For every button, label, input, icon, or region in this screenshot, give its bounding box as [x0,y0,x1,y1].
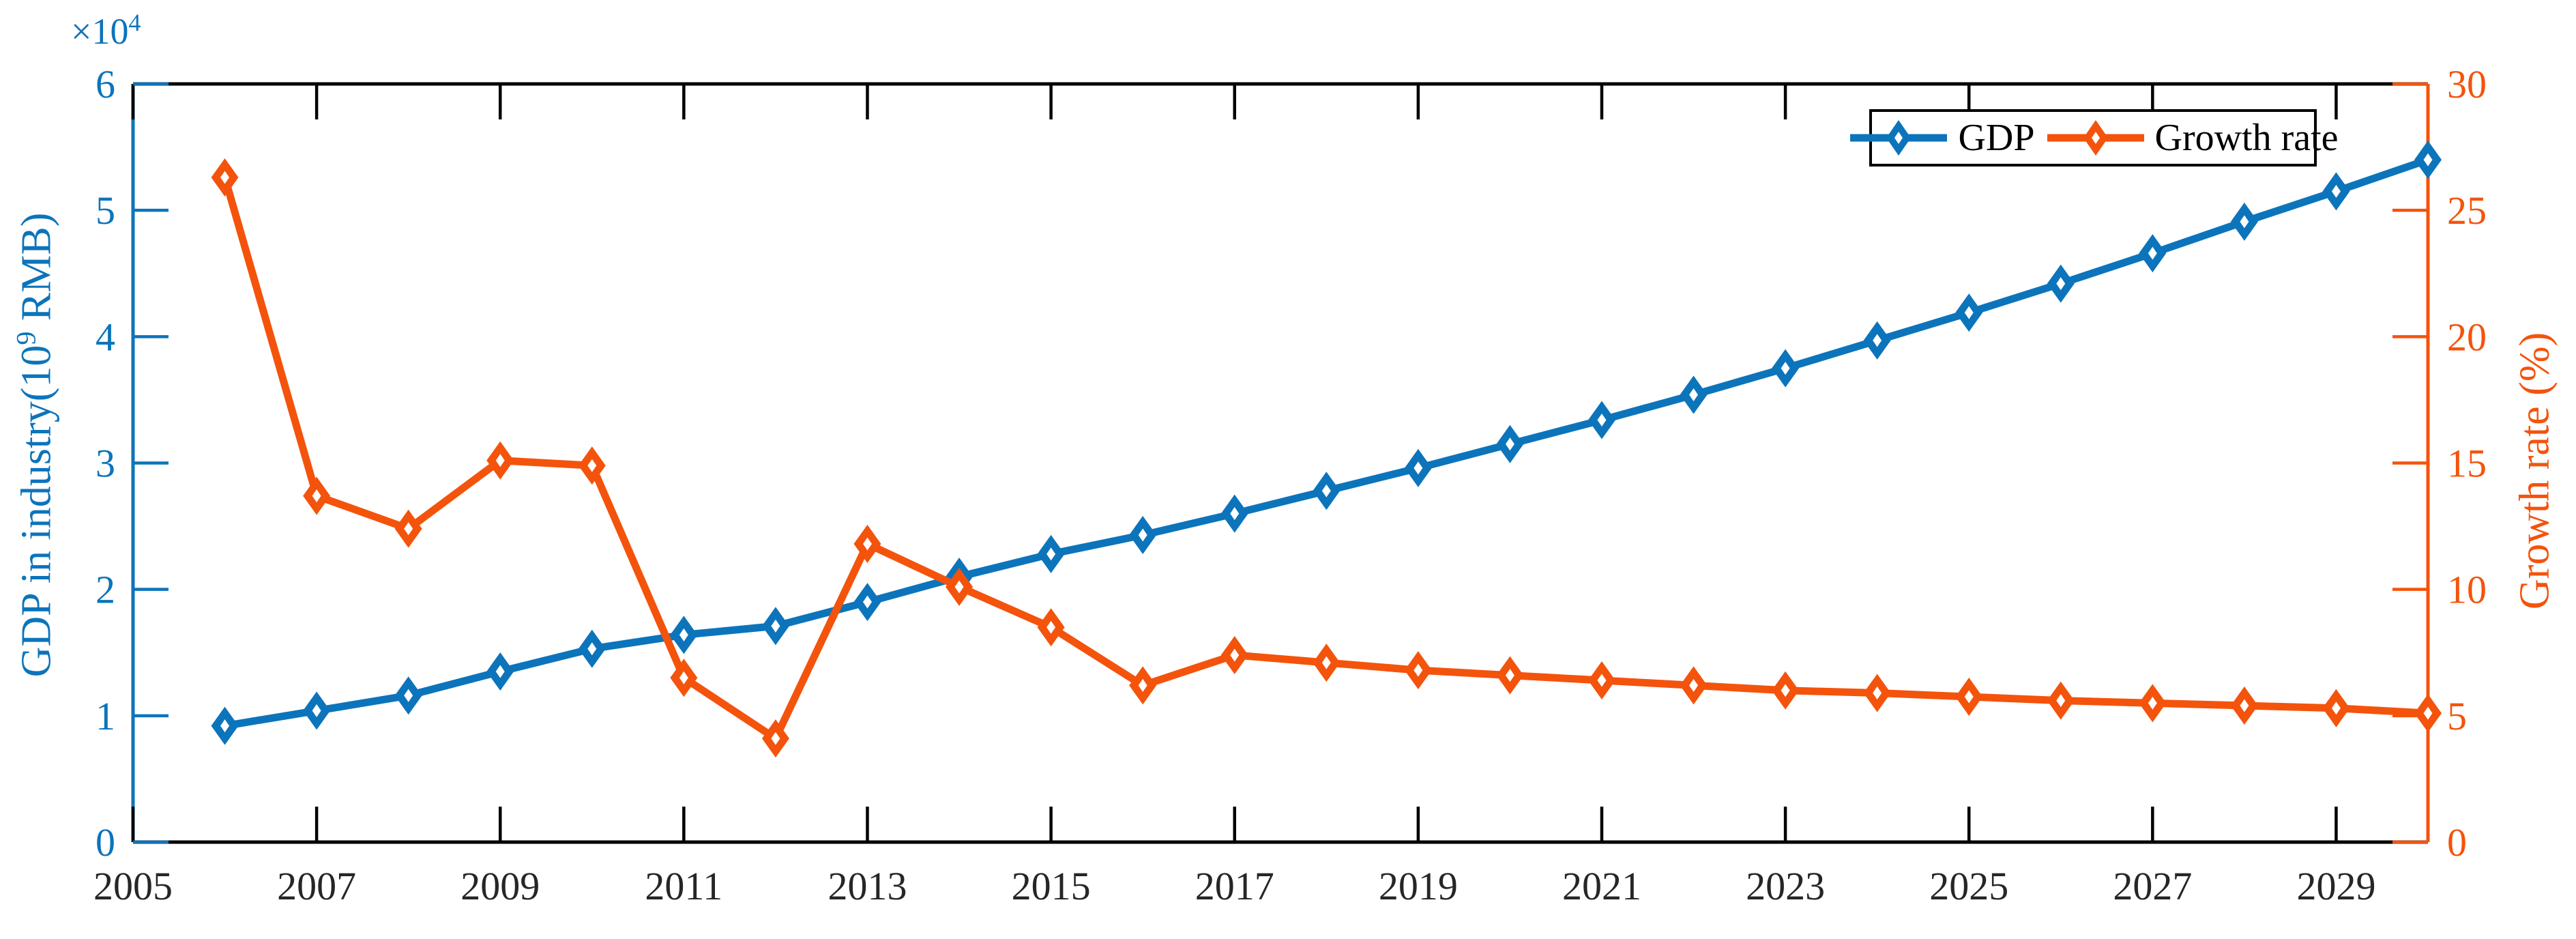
growth-rate-marker-center [679,671,688,684]
growth-rate-marker-center [1321,656,1331,669]
growth-rate-marker-center [1414,663,1423,677]
growth-rate-marker-center [862,537,872,551]
gdp-marker-center [2240,215,2249,229]
growth-rate-marker-center [587,459,597,472]
y-left-tick-label: 3 [96,442,115,486]
x-tick-label: 2025 [1929,864,2008,908]
growth-rate-marker-center [1964,690,1974,704]
x-tick-label: 2019 [1379,864,1458,908]
gdp-marker-center [1873,334,1882,347]
x-tick-label: 2021 [1562,864,1641,908]
x-tick-label: 2029 [2296,864,2375,908]
growth-rate-marker-center [2240,699,2249,712]
y-left-tick-label: 5 [96,188,115,233]
y-left-tick-label: 1 [96,694,115,738]
growth-rate-marker-center [1505,669,1514,682]
gdp-marker-center [771,619,780,633]
gdp-marker-center [312,704,321,717]
left-axis-title-superscript: 9 [10,331,42,345]
x-tick-label: 2017 [1195,864,1274,908]
growth-rate-marker-center [495,454,505,467]
y-right-tick-label: 25 [2447,188,2487,233]
growth-rate-marker-center [1046,620,1056,634]
growth-rate-marker-center [771,732,780,745]
x-axis: 2005 2007 2009 2011 2013 2015 2017 2019 2021 2023… [93,84,2375,908]
gdp-marker-center [1414,461,1423,475]
gdp-marker-center [862,595,872,609]
gdp-marker-center [1230,507,1240,521]
x-tick-label: 2027 [2113,864,2192,908]
growth-rate-marker-center [2056,694,2066,708]
growth-rate-marker-center [954,580,964,594]
exponent-superscript: 4 [128,9,141,36]
y-axis-right: 0 5 10 15 20 25 30 [2392,62,2487,865]
growth-rate-marker-center [2423,706,2433,720]
y-left-tick-label: 6 [96,62,115,106]
growth-rate-marker-center [1781,684,1790,697]
x-tick-label: 2007 [277,864,356,908]
growth-rate-marker-center [2148,696,2157,710]
gdp-marker-center [1964,306,1974,319]
left-axis-title: GDP in industry(109 RMB) [10,212,60,678]
y-axis-exponent-label: ×104 [71,9,141,52]
gdp-marker-center [2056,277,2066,291]
gdp-marker-center [587,642,597,656]
gdp-marker-center [679,628,688,641]
gdp-series [211,141,2442,745]
growth-rate-marker-center [2331,702,2341,715]
gdp-marker-center [495,665,505,678]
growth-rate-marker-center [1230,648,1240,662]
gdp-marker-center [2331,184,2341,198]
legend-item-gdp: GDP [1847,116,2035,160]
gdp-marker-center [1597,414,1607,427]
x-tick-label: 2013 [828,864,907,908]
gdp-marker-center [1689,388,1699,402]
legend-label-gdp: GDP [1958,117,2035,159]
y-left-tick-label: 0 [96,820,115,865]
y-right-tick-label: 0 [2447,820,2467,865]
gdp-marker-center [1781,362,1790,375]
growth-rate-marker-center [312,489,321,503]
gdp-legend-marker-icon [1850,120,1948,156]
gdp-marker-center [1505,437,1514,451]
legend: GDP Growth rate [1850,109,2339,167]
gdp-marker-center [2148,246,2157,260]
x-tick-label: 2015 [1012,864,1091,908]
growth-rate-series [211,158,2442,758]
legend-label-growth-rate: Growth rate [2154,117,2339,159]
y-right-tick-label: 10 [2447,568,2487,612]
axes-frame [131,82,2430,844]
y-right-tick-label: 20 [2447,315,2487,359]
y-left-tick-label: 4 [96,315,115,359]
growth-rate-marker-center [1873,687,1882,700]
growth-rate-marker-center [404,522,413,536]
right-axis-title: Growth rate (%) [2511,332,2558,610]
gdp-marker-center [220,719,230,733]
legend-item-growth-rate: Growth rate [2045,116,2339,160]
growth-rate-marker-center [220,171,230,184]
growth-rate-marker-center [1138,678,1147,692]
growth-rate-marker-center [1689,678,1699,692]
gdp-marker-center [1321,484,1331,497]
x-tick-label: 2005 [93,864,173,908]
gdp-line [224,156,2429,730]
y-right-tick-label: 30 [2447,62,2487,106]
x-tick-label: 2011 [645,864,722,908]
y-left-tick-label: 2 [96,568,115,612]
x-tick-label: 2009 [460,864,540,908]
gdp-marker-center [404,689,413,702]
y-right-tick-label: 15 [2447,442,2487,486]
gdp-marker-center [1138,528,1147,542]
y-axis-left: 0 1 2 3 4 5 6 [96,62,169,865]
growth-rate-marker-center [1597,674,1607,687]
gdp-marker-center [1046,547,1056,561]
growth-rate-legend-marker-icon [2047,120,2144,156]
gdp-marker-center [2423,153,2433,167]
x-tick-label: 2023 [1746,864,1825,908]
y-right-tick-label: 5 [2447,694,2467,738]
